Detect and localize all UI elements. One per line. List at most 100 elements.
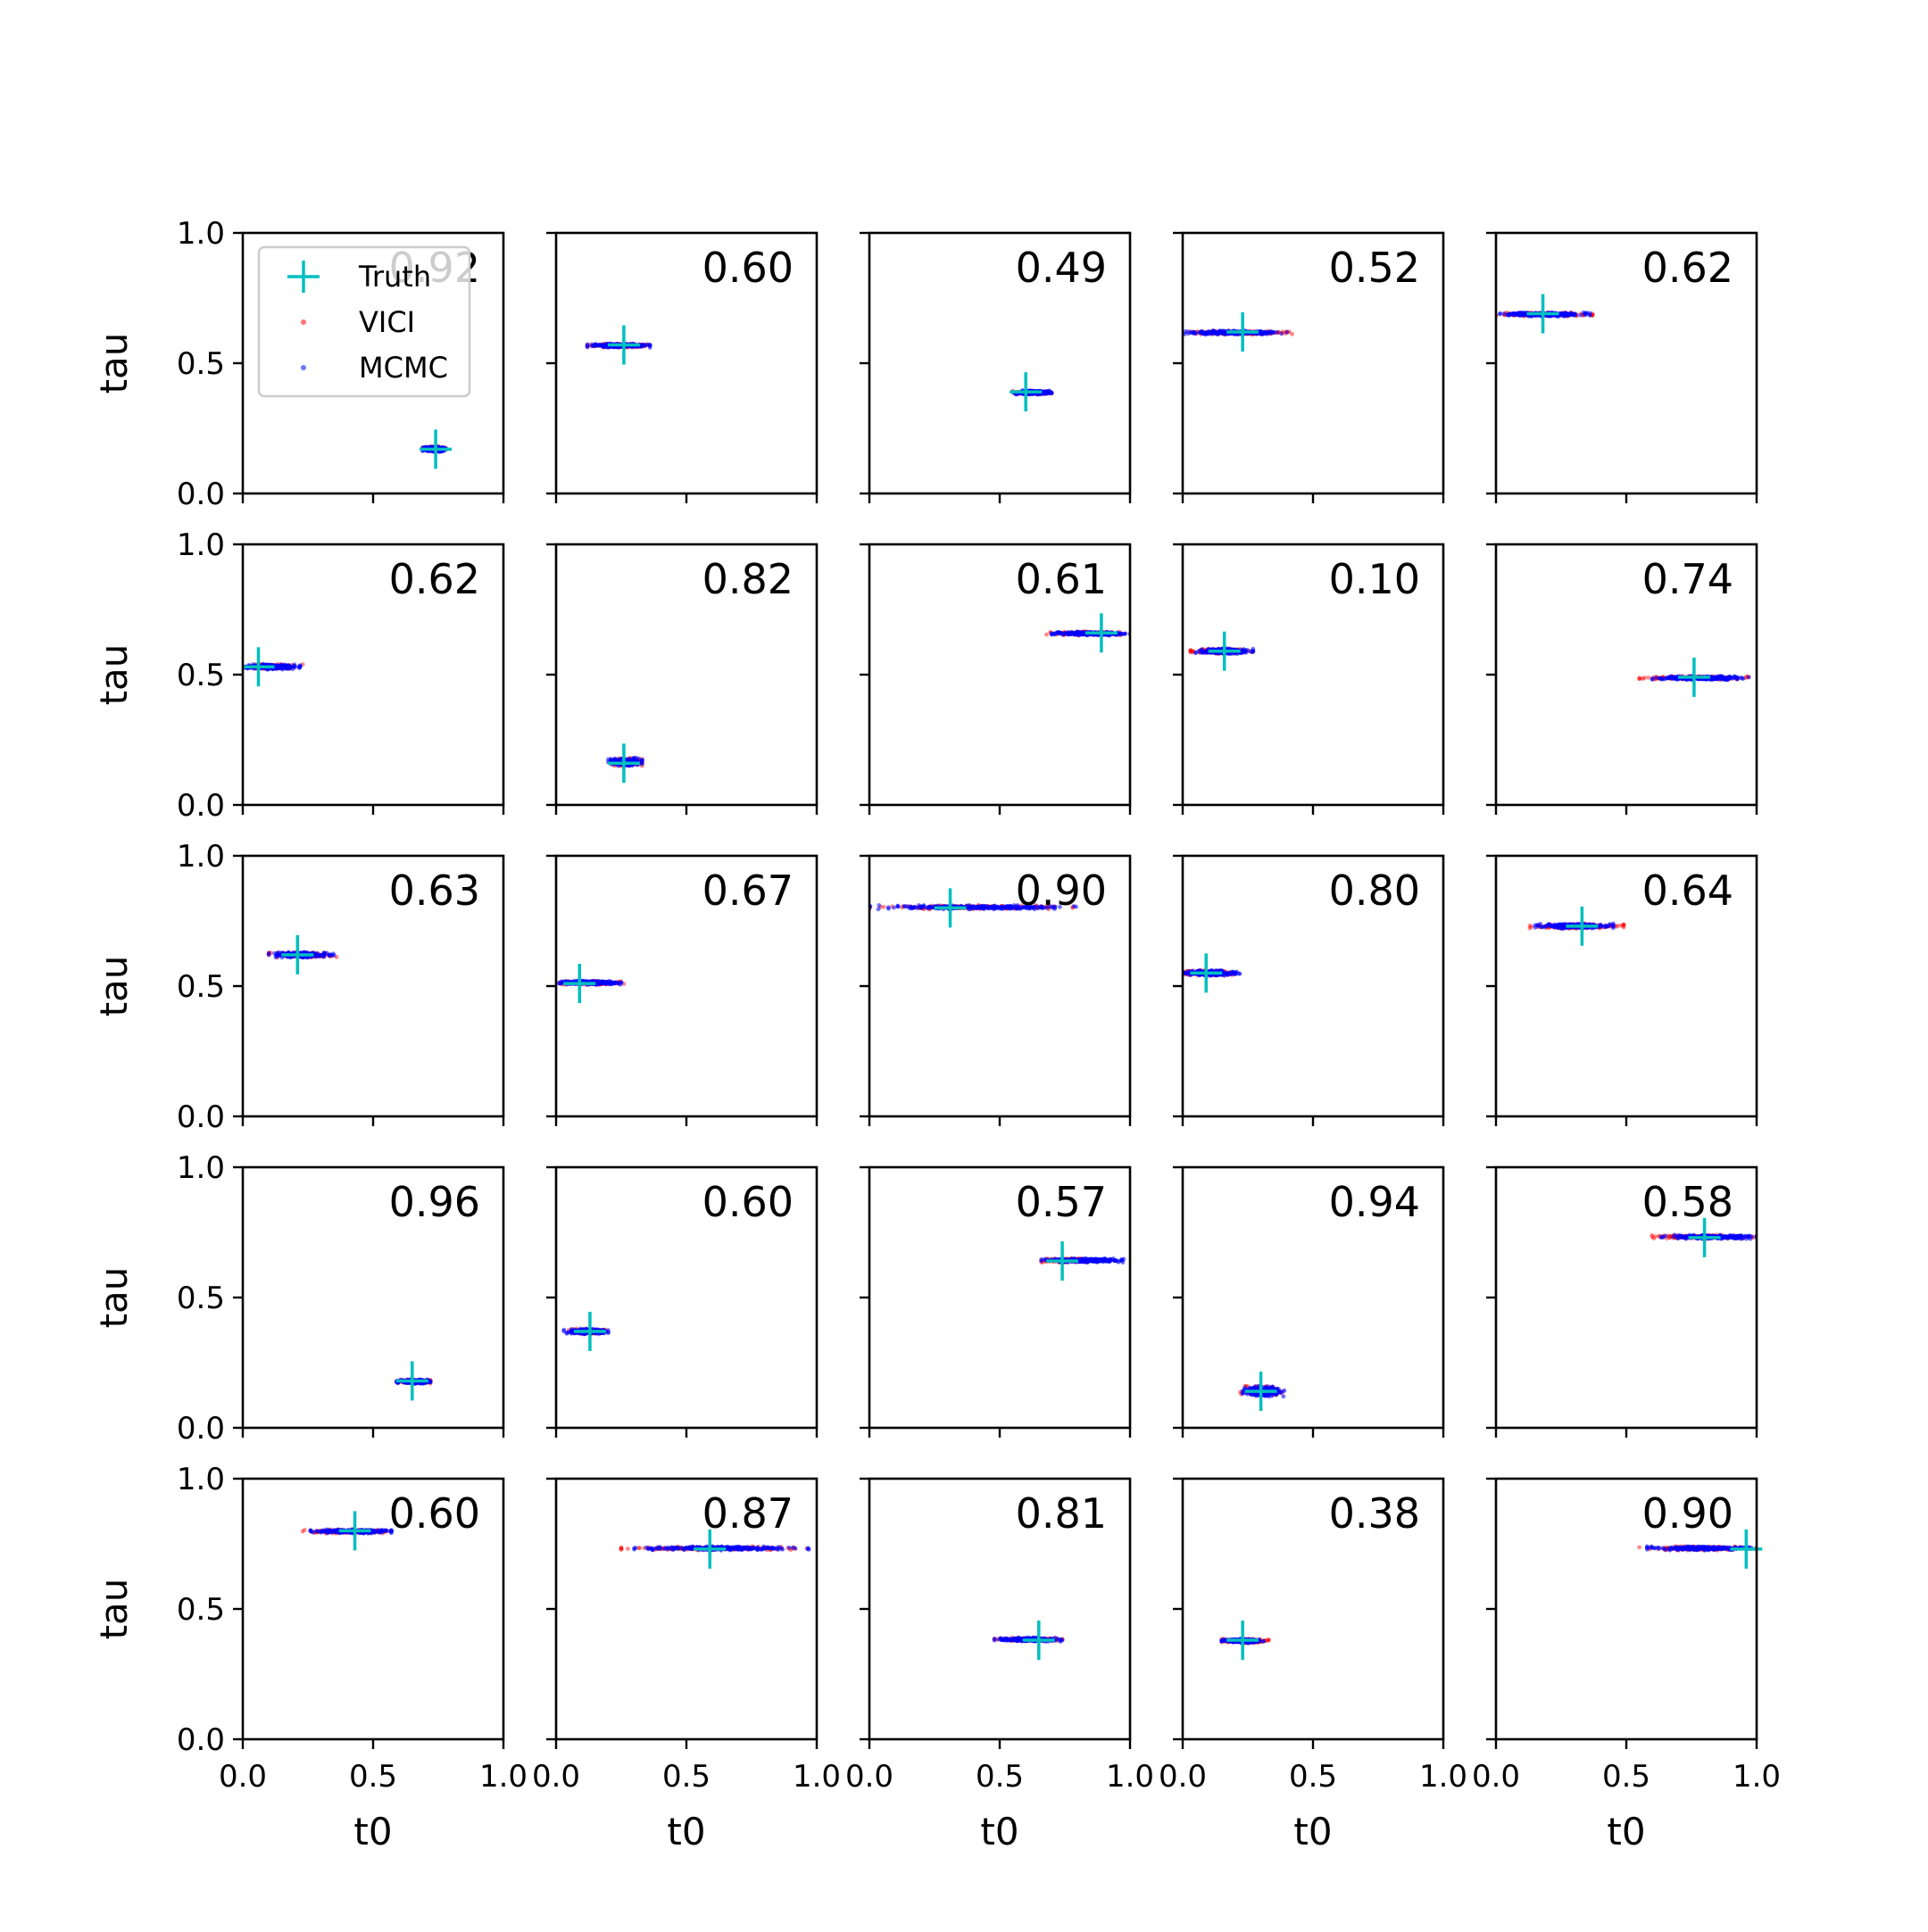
mcmc-sample-point	[1123, 632, 1127, 636]
mcmc-sample-point	[1506, 312, 1510, 317]
mcmc-sample-point	[609, 758, 613, 762]
mcmc-sample-point	[644, 344, 648, 348]
y-tick-label: 0.5	[177, 658, 225, 693]
vici-sample-point	[1044, 633, 1049, 637]
mcmc-sample-point	[1209, 330, 1214, 335]
panel-3: 0.49	[860, 233, 1130, 503]
mcmc-sample-point	[1658, 676, 1662, 681]
panel-score-label: 0.52	[1329, 244, 1420, 292]
mcmc-sample-point	[1654, 676, 1658, 680]
truth-marker	[608, 743, 640, 783]
truth-marker	[281, 935, 313, 974]
mcmc-sample-point	[1217, 329, 1222, 334]
mcmc-sample-point	[1522, 311, 1526, 315]
mcmc-sample-point	[322, 951, 327, 956]
mcmc-sample-point	[1275, 330, 1279, 335]
mcmc-sample-point	[1118, 632, 1123, 636]
mcmc-sample-point	[1081, 631, 1085, 635]
mcmc-sample-point	[1733, 675, 1738, 679]
vici-sample-point	[1638, 676, 1642, 681]
panel-10: 0.74	[1486, 544, 1757, 815]
mcmc-sample-point	[590, 344, 594, 349]
mcmc-sample-point	[1747, 676, 1751, 680]
panel-score-label: 0.82	[702, 555, 794, 603]
mcmc-sample-point	[1650, 677, 1655, 682]
mcmc-sample-point	[1043, 390, 1048, 394]
mcmc-sample-point	[1197, 649, 1201, 653]
mcmc-sample-point	[1578, 313, 1583, 318]
mcmc-sample-point	[275, 953, 279, 958]
mcmc-sample-point	[600, 344, 604, 348]
y-tick-label: 0.5	[177, 969, 225, 1005]
panel-score-label: 0.63	[389, 866, 480, 915]
truth-marker	[1209, 632, 1241, 671]
mcmc-sample-point	[1498, 312, 1502, 317]
y-tick-label: 0.0	[177, 477, 225, 512]
vici-sample-point	[1642, 676, 1647, 680]
truth-marker	[608, 326, 640, 365]
mcmc-sample-point	[1724, 677, 1729, 682]
mcmc-sample-point	[1203, 650, 1208, 654]
truth-marker	[420, 429, 452, 468]
panel-score-label: 0.61	[1016, 555, 1107, 603]
y-axis-label: tau	[92, 644, 136, 706]
mcmc-sample-point	[1711, 676, 1716, 680]
vici-sample-point	[1646, 676, 1650, 680]
mcmc-sample-point	[1511, 311, 1516, 316]
truth-marker	[1678, 658, 1710, 697]
panel-score-label: 0.74	[1642, 555, 1733, 603]
panel-12: 0.67	[546, 856, 817, 1126]
panel-8: 0.61	[860, 544, 1132, 815]
mcmc-sample-point	[1202, 332, 1207, 336]
mcmc-sample-point	[586, 344, 590, 348]
y-tick-label: 0.5	[177, 346, 225, 382]
panel-7: 0.82	[546, 544, 817, 815]
mcmc-sample-point	[1075, 631, 1079, 635]
panel-score-label: 0.10	[1329, 555, 1420, 603]
truth-marker	[243, 647, 275, 686]
mcmc-sample-point	[284, 664, 288, 668]
mcmc-sample-point	[1515, 312, 1519, 317]
y-tick-label: 1.0	[177, 216, 225, 252]
mcmc-sample-point	[1502, 311, 1507, 316]
panel-4: 0.52	[1173, 233, 1443, 503]
truth-marker	[1226, 312, 1259, 352]
panel-2: 0.60	[546, 233, 817, 503]
mcmc-sample-point	[648, 343, 652, 347]
mcmc-sample-point	[297, 666, 302, 670]
mcmc-sample-point	[640, 759, 644, 763]
mcmc-sample-point	[1716, 676, 1720, 680]
y-tick-label: 0.0	[177, 788, 225, 824]
panel-score-label: 0.60	[702, 244, 794, 292]
truth-marker	[1010, 372, 1042, 411]
mcmc-sample-point	[287, 664, 292, 668]
mcmc-sample-point	[1573, 311, 1577, 316]
mcmc-sample-point	[1248, 650, 1252, 654]
mcmc-sample-point	[1243, 649, 1248, 653]
mcmc-sample-point	[1588, 311, 1592, 315]
mcmc-sample-point	[1055, 630, 1060, 634]
panel-6: 0.0 0.5 1.0 tau 0.62	[92, 527, 503, 824]
panel-5: 0.62	[1486, 233, 1757, 503]
panel-score-label: 0.62	[1642, 244, 1733, 292]
y-axis-label: tau	[92, 956, 136, 1017]
mcmc-sample-point	[293, 664, 297, 668]
mcmc-sample-point	[1564, 311, 1568, 315]
panel-score-label: 0.62	[389, 555, 480, 603]
mcmc-sample-point	[1050, 633, 1054, 637]
mcmc-sample-point	[1671, 675, 1675, 679]
panel-9: 0.10	[1173, 544, 1443, 815]
y-axis-label: tau	[92, 333, 136, 394]
mcmc-sample-point	[267, 952, 271, 957]
mcmc-sample-point	[315, 951, 320, 956]
mcmc-sample-point	[1223, 332, 1227, 336]
y-tick-label: 1.0	[177, 839, 225, 875]
y-tick-label: 1.0	[177, 527, 225, 563]
mcmc-sample-point	[1728, 676, 1733, 680]
truth-marker	[1085, 613, 1118, 652]
mcmc-sample-point	[1665, 676, 1669, 680]
mcmc-sample-point	[1259, 331, 1264, 336]
